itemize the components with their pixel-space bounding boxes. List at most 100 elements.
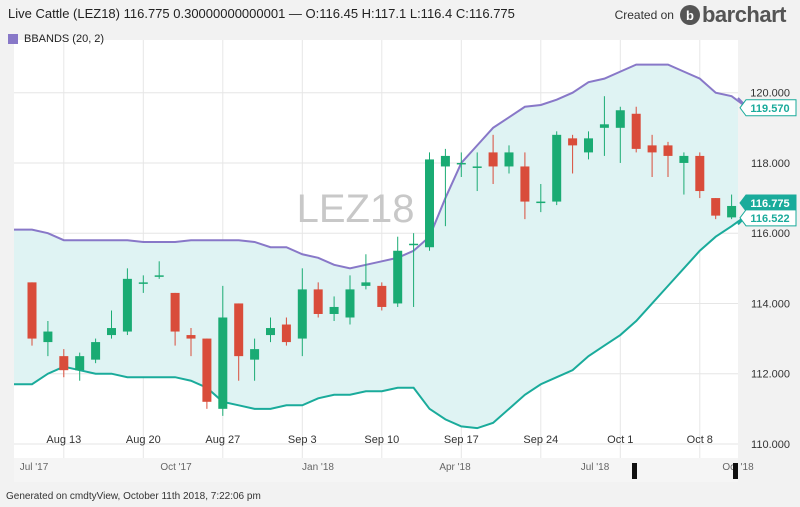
candle-body bbox=[663, 145, 673, 156]
candle-body bbox=[122, 278, 132, 332]
candle-down bbox=[281, 317, 291, 346]
navigator-strip[interactable] bbox=[14, 458, 738, 482]
candle-down bbox=[488, 134, 498, 185]
candle-down bbox=[520, 152, 530, 220]
price-label-lower: 116.522 bbox=[739, 209, 797, 227]
chart-header: Live Cattle (LEZ18) 116.775 0.3000000000… bbox=[0, 0, 800, 28]
x-tick-label: Aug 27 bbox=[205, 434, 240, 446]
navigator-right-handle[interactable] bbox=[733, 463, 738, 479]
candle-down bbox=[711, 198, 721, 220]
candle-up bbox=[250, 338, 260, 381]
candle-down bbox=[202, 338, 212, 409]
candle-body bbox=[154, 275, 164, 277]
candle-body bbox=[679, 155, 689, 163]
band-fill bbox=[14, 64, 748, 429]
navigator-label: Apr '18 bbox=[439, 462, 471, 473]
candle-body bbox=[297, 289, 307, 339]
candle-body bbox=[615, 110, 625, 128]
symbol-quote-title: Live Cattle (LEZ18) 116.775 0.3000000000… bbox=[8, 6, 515, 21]
candle-up bbox=[75, 352, 85, 381]
candle-up bbox=[472, 152, 482, 192]
candle-up bbox=[43, 321, 53, 357]
candle-body bbox=[568, 138, 578, 146]
navigator-label: Oct '18 bbox=[722, 462, 754, 473]
y-tick-label: 110.000 bbox=[751, 439, 790, 451]
navigator-label: Oct '17 bbox=[160, 462, 192, 473]
candle-down bbox=[377, 282, 387, 311]
candle-body bbox=[584, 138, 593, 153]
x-tick-label: Oct 1 bbox=[607, 434, 633, 446]
candle-body bbox=[202, 338, 212, 402]
candle-up bbox=[552, 131, 562, 206]
lower-band-line bbox=[14, 214, 749, 430]
candle-down bbox=[186, 328, 196, 357]
candle-body bbox=[43, 331, 53, 343]
price-label-last: 116.775 bbox=[739, 194, 797, 212]
bbands-legend-label: BBANDS (20, 2) bbox=[24, 33, 105, 45]
candle-body bbox=[75, 356, 85, 371]
candle-body bbox=[631, 113, 641, 149]
y-tick-label: 116.000 bbox=[751, 228, 790, 240]
candle-body bbox=[266, 328, 275, 336]
candle-down bbox=[234, 303, 244, 381]
barchart-logo[interactable]: b barchart bbox=[679, 2, 787, 28]
navigator-axis: Jul '17 Oct '17 Jan '18 Apr '18 Jul '18 Oct '… bbox=[20, 462, 754, 473]
candle-up bbox=[218, 285, 228, 416]
price-label-text: 116.522 bbox=[750, 213, 789, 225]
candle-up bbox=[425, 152, 434, 251]
candlesticks bbox=[27, 96, 737, 416]
candle-body bbox=[695, 155, 705, 192]
candle-up bbox=[456, 152, 466, 177]
candle-body bbox=[504, 152, 514, 167]
candle-body bbox=[520, 166, 530, 202]
candle-body bbox=[281, 324, 291, 343]
x-tick-label: Sep 10 bbox=[364, 434, 399, 446]
candle-up bbox=[599, 96, 609, 156]
candle-down bbox=[647, 134, 657, 177]
candle-up bbox=[138, 275, 148, 293]
candle-body bbox=[138, 282, 148, 284]
x-tick-label: Sep 17 bbox=[444, 434, 479, 446]
candle-body bbox=[552, 134, 562, 202]
candle-up bbox=[297, 268, 307, 357]
candle-body bbox=[250, 349, 260, 360]
candle-up bbox=[345, 275, 355, 325]
barchart-logo-icon: b bbox=[679, 5, 700, 25]
price-label-box bbox=[739, 194, 797, 212]
x-tick-label: Aug 20 bbox=[126, 434, 161, 446]
candle-body bbox=[409, 243, 419, 246]
candle-down bbox=[631, 106, 641, 153]
candle-up bbox=[361, 254, 371, 290]
candle-down bbox=[568, 134, 578, 174]
price-label-upper: 119.570 bbox=[739, 99, 797, 117]
candle-down bbox=[170, 292, 180, 346]
y-tick-label: 114.000 bbox=[751, 298, 790, 310]
price-label-box bbox=[739, 99, 797, 117]
indicator-legend[interactable]: BBANDS (20, 2) bbox=[8, 33, 104, 45]
price-label-text: 116.775 bbox=[750, 198, 789, 210]
candle-body bbox=[727, 205, 737, 218]
candle-body bbox=[218, 317, 228, 409]
candle-body bbox=[186, 335, 196, 339]
upper-band-line bbox=[14, 63, 749, 270]
candle-up bbox=[393, 236, 403, 307]
candle-body bbox=[647, 145, 657, 153]
brand-block: Created on b barchart bbox=[614, 2, 787, 28]
candle-body bbox=[440, 155, 450, 167]
bbands-swatch bbox=[8, 34, 18, 44]
candle-up bbox=[440, 148, 450, 227]
candle-down bbox=[663, 141, 673, 177]
candle-body bbox=[456, 162, 466, 165]
candle-down bbox=[695, 152, 705, 199]
navigator-left-handle[interactable] bbox=[632, 463, 637, 479]
candle-up bbox=[91, 338, 101, 364]
price-label-text: 119.570 bbox=[750, 103, 789, 115]
candle-body bbox=[377, 285, 387, 307]
x-tick-label: Sep 3 bbox=[288, 434, 317, 446]
x-tick-label: Oct 8 bbox=[687, 434, 713, 446]
created-on-label: Created on bbox=[614, 8, 674, 22]
y-tick-label: 118.000 bbox=[751, 158, 790, 170]
candle-down bbox=[313, 282, 323, 318]
